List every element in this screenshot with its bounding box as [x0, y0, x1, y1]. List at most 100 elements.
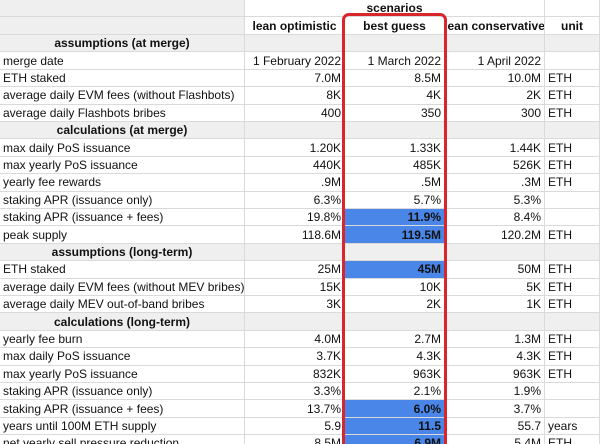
column-header: lean optimistic — [245, 17, 345, 35]
value-cell: 4.3K — [345, 348, 445, 366]
value-cell: 1K — [445, 296, 545, 314]
unit-cell: ETH — [545, 139, 600, 157]
value-cell: 3.7K — [245, 348, 345, 366]
value-cell: 6.0% — [345, 400, 445, 418]
value-cell: 1.20K — [245, 139, 345, 157]
value-cell: 45M — [345, 261, 445, 279]
value-cell: 10.0M — [445, 69, 545, 88]
value-cell: 11.5 — [345, 417, 445, 436]
value-cell: 5K — [445, 278, 545, 296]
section-fill — [545, 243, 600, 262]
value-cell: 2.7M — [345, 330, 445, 349]
corner — [0, 17, 245, 35]
row-label: max yearly PoS issuance — [0, 156, 245, 175]
value-cell: 400 — [245, 104, 345, 122]
section-fill — [445, 35, 545, 53]
value-cell: 50M — [445, 261, 545, 279]
row-label: ETH staked — [0, 69, 245, 88]
row-label: staking APR (issuance + fees) — [0, 209, 245, 227]
value-cell: 3K — [245, 296, 345, 314]
row-label: average daily Flashbots bribes — [0, 104, 245, 122]
section-fill — [445, 122, 545, 140]
unit-cell: ETH — [545, 174, 600, 192]
value-cell: 1.9% — [445, 383, 545, 401]
section-header: calculations (long-term) — [0, 313, 245, 331]
value-cell: 963K — [445, 365, 545, 383]
value-cell: 485K — [345, 156, 445, 175]
unit-cell: ETH — [545, 330, 600, 349]
value-cell: 5.9 — [245, 417, 345, 436]
section-fill — [545, 313, 600, 331]
row-label: merge date — [0, 52, 245, 70]
unit-cell — [545, 191, 600, 209]
value-cell: 1 February 2022 — [245, 52, 345, 70]
column-header: best guess — [345, 17, 445, 35]
value-cell: 832K — [245, 365, 345, 383]
value-cell: 15K — [245, 278, 345, 296]
unit-cell: ETH — [545, 104, 600, 122]
value-cell: 1 April 2022 — [445, 52, 545, 70]
value-cell: 1.3M — [445, 330, 545, 349]
value-cell: 526K — [445, 156, 545, 175]
value-cell: 8.4% — [445, 209, 545, 227]
row-label: average daily EVM fees (without Flashbot… — [0, 87, 245, 105]
unit-cell: ETH — [545, 261, 600, 279]
section-fill — [245, 35, 345, 53]
column-header: lean conservative — [445, 17, 545, 35]
value-cell: 11.9% — [345, 209, 445, 227]
section-fill — [345, 313, 445, 331]
unit-cell: ETH — [545, 226, 600, 244]
unit-cell — [545, 400, 600, 418]
header-blank — [545, 0, 600, 17]
row-label: yearly fee burn — [0, 330, 245, 349]
section-fill — [545, 35, 600, 53]
value-cell: .9M — [245, 174, 345, 192]
value-cell: 350 — [345, 104, 445, 122]
unit-cell: years — [545, 417, 600, 436]
corner — [0, 0, 245, 17]
column-header: unit — [545, 17, 600, 35]
row-label: peak supply — [0, 226, 245, 244]
value-cell: .5M — [345, 174, 445, 192]
section-fill — [445, 243, 545, 262]
value-cell: 2K — [345, 296, 445, 314]
unit-cell: ETH — [545, 296, 600, 314]
value-cell: 4.0M — [245, 330, 345, 349]
section-fill — [345, 243, 445, 262]
section-fill — [245, 313, 345, 331]
value-cell: 7.0M — [245, 69, 345, 88]
value-cell: 5.3% — [445, 191, 545, 209]
value-cell: 2K — [445, 87, 545, 105]
value-cell: 118.6M — [245, 226, 345, 244]
value-cell: 55.7 — [445, 417, 545, 436]
value-cell: 8.5M — [345, 69, 445, 88]
unit-cell: ETH — [545, 348, 600, 366]
value-cell: 1.44K — [445, 139, 545, 157]
unit-cell — [545, 52, 600, 70]
unit-cell: ETH — [545, 69, 600, 88]
section-header: assumptions (long-term) — [0, 243, 245, 262]
unit-cell — [545, 383, 600, 401]
value-cell: 6.3% — [245, 191, 345, 209]
header-title: scenarios — [245, 0, 545, 17]
value-cell: 25M — [245, 261, 345, 279]
section-header: assumptions (at merge) — [0, 35, 245, 53]
value-cell: 963K — [345, 365, 445, 383]
section-fill — [545, 122, 600, 140]
row-label: staking APR (issuance only) — [0, 383, 245, 401]
section-fill — [445, 313, 545, 331]
value-cell: 2.1% — [345, 383, 445, 401]
value-cell: 1 March 2022 — [345, 52, 445, 70]
section-fill — [345, 35, 445, 53]
unit-cell: ETH — [545, 278, 600, 296]
unit-cell: ETH — [545, 156, 600, 175]
row-label: average daily EVM fees (without MEV brib… — [0, 278, 245, 296]
row-label: staking APR (issuance + fees) — [0, 400, 245, 418]
value-cell: 10K — [345, 278, 445, 296]
value-cell: 5.7% — [345, 191, 445, 209]
value-cell: 1.33K — [345, 139, 445, 157]
value-cell: .3M — [445, 174, 545, 192]
row-label: max yearly PoS issuance — [0, 365, 245, 383]
row-label: ETH staked — [0, 261, 245, 279]
